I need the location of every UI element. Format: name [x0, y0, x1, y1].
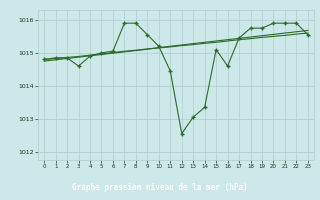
- Text: Graphe pression niveau de la mer (hPa): Graphe pression niveau de la mer (hPa): [72, 182, 248, 192]
